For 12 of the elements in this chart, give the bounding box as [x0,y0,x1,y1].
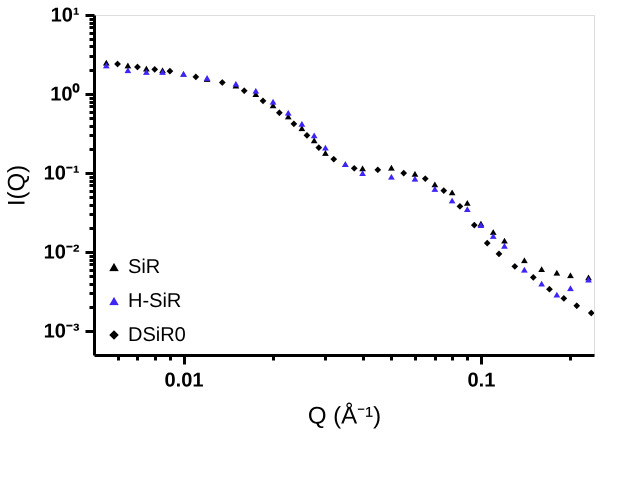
y-tick-label: 10¹ [50,4,80,26]
x-axis-title: Q (Å⁻¹) [308,402,382,430]
x-tick-label: 0.01 [164,370,204,392]
x-tick-label: 0.1 [468,370,496,392]
legend-label: DSiR0 [128,324,186,346]
legend-label: SiR [128,256,160,278]
legend-label: H-SiR [128,290,182,312]
y-tick-label: 10⁻³ [44,320,80,343]
y-axis-title: I(Q) [4,164,31,206]
y-tick-label: 10⁻¹ [44,162,80,185]
y-tick-label: 10⁰ [50,82,80,106]
y-tick-label: 10⁻² [44,242,80,264]
